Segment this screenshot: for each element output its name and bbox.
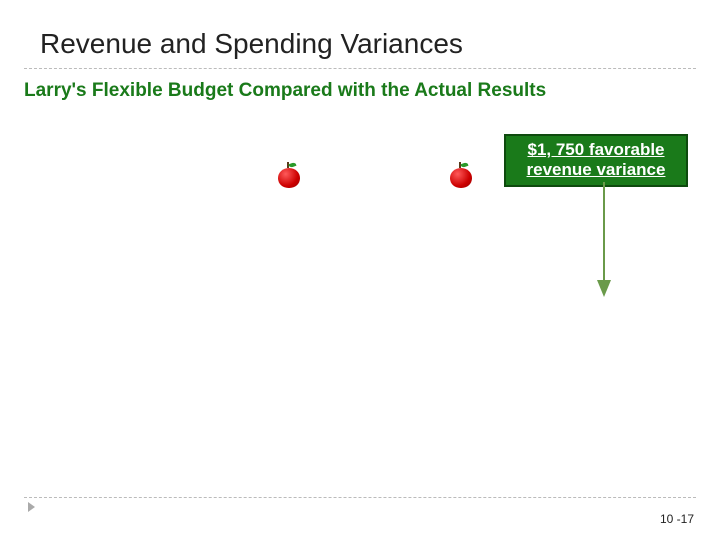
apple-icon (448, 162, 474, 188)
page-number: 10 -17 (660, 512, 694, 526)
slide-subtitle: Larry's Flexible Budget Compared with th… (24, 80, 546, 102)
footer-bullet-icon (28, 502, 35, 512)
callout-arrow (584, 182, 624, 302)
slide: Revenue and Spending Variances Larry's F… (0, 0, 720, 540)
title-divider (24, 68, 696, 69)
variance-callout: $1, 750 favorable revenue variance (504, 134, 688, 187)
callout-line2: revenue variance (527, 160, 666, 179)
slide-title: Revenue and Spending Variances (40, 28, 463, 60)
footer-divider (24, 497, 696, 498)
callout-line1: $1, 750 favorable (527, 140, 664, 159)
apple-icon (276, 162, 302, 188)
